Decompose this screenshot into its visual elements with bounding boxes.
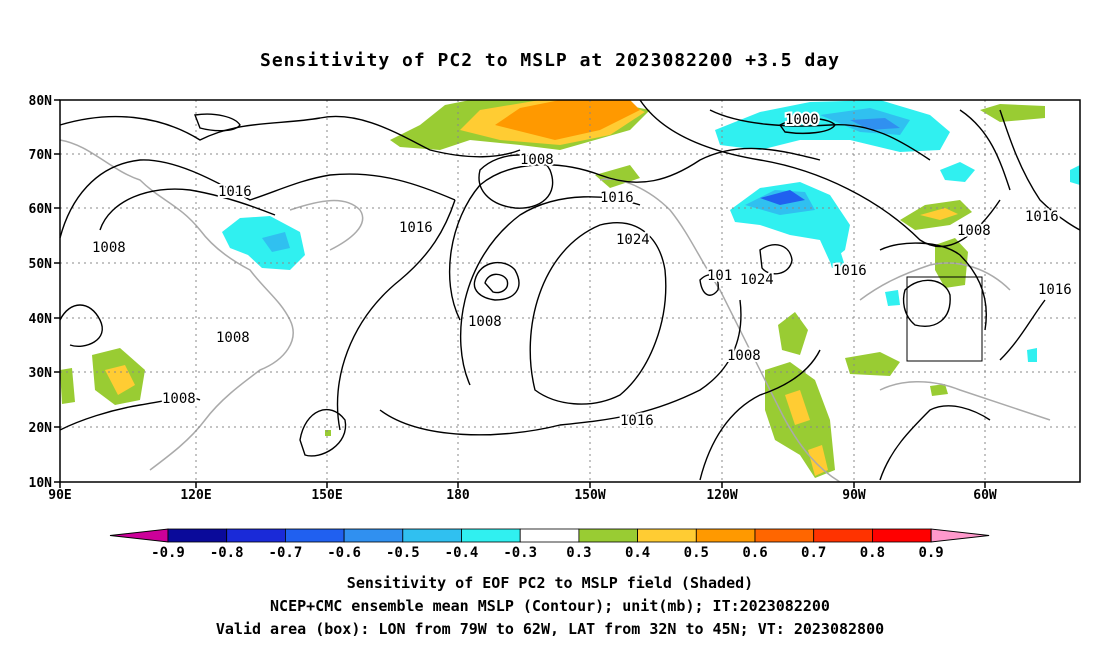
colorbar-tick-label: 0.8 — [860, 545, 885, 561]
shade-green-west — [60, 368, 75, 404]
tick-marks — [54, 99, 986, 488]
graticule — [60, 100, 1080, 482]
colorbar-swatch — [872, 528, 932, 543]
colorbar-swatch — [813, 528, 873, 543]
contour-label: 1008 — [957, 223, 991, 239]
mslp-contours — [59, 99, 1081, 481]
contour-label: 1016 — [218, 184, 252, 200]
lat-label: 10N — [29, 476, 53, 491]
lat-label: 20N — [29, 421, 53, 436]
shade-cyan-east — [1070, 165, 1080, 185]
contour-label: 1016 — [1025, 209, 1059, 225]
shade-yellow-labrador — [920, 208, 958, 220]
shade-green-small — [325, 430, 331, 436]
shade-orange-arctic — [495, 100, 640, 140]
colorbar-tick-label: -0.8 — [210, 545, 244, 561]
shade-yellow-mexico — [785, 390, 810, 425]
colorbar-swatch — [284, 528, 345, 543]
caption-line-2: NCEP+CMC ensemble mean MSLP (Contour); u… — [270, 597, 830, 615]
shade-cyan-greenland — [940, 162, 975, 182]
contour-label: 1008 — [216, 330, 250, 346]
lon-label: 150W — [574, 488, 605, 503]
contour-label: 1008 — [162, 391, 196, 407]
lon-label: 90W — [842, 488, 866, 503]
shade-green-northatl — [980, 104, 1045, 122]
contour-label: 1024 — [616, 232, 650, 248]
lat-label: 70N — [29, 148, 53, 163]
colorbar-tick-label: -0.7 — [269, 545, 303, 561]
colorbar-tick-label: 0.6 — [742, 545, 767, 561]
lat-label: 40N — [29, 312, 53, 327]
lon-label: 90E — [48, 488, 71, 503]
map-frame — [59, 99, 1081, 483]
caption-line-3: Valid area (box): LON from 79W to 62W, L… — [215, 620, 885, 638]
lon-label: 150E — [311, 488, 342, 503]
contour-label-partial: 101 — [707, 268, 732, 284]
contour-label: 1016 — [1038, 282, 1072, 298]
colorbar-tick-label: -0.5 — [386, 545, 420, 561]
shade-green-gulf — [845, 352, 900, 376]
lat-label: 60N — [29, 202, 53, 217]
lat-label: 80N — [29, 94, 53, 109]
shade-darkblue-arctic — [850, 118, 900, 130]
shade-cyan-asia — [222, 216, 305, 270]
shade-cyan-arctic — [715, 100, 950, 152]
shade-green-carib — [930, 384, 948, 396]
colorbar-swatch — [519, 528, 580, 543]
caption-line-1: Sensitivity of EOF PC2 to MSLP field (Sh… — [346, 574, 754, 592]
colorbar-tick-label: -0.9 — [151, 545, 185, 561]
colorbar-tick-label: -0.6 — [327, 545, 361, 561]
colorbar-swatch — [637, 528, 697, 543]
shade-cyan-small1 — [885, 290, 900, 306]
colorbar-tick-label: 0.7 — [801, 545, 826, 561]
lon-label: 60W — [973, 488, 997, 503]
contour-label: 1016 — [620, 413, 654, 429]
contour-label: 1008 — [520, 152, 554, 168]
contour-label: 1016 — [399, 220, 433, 236]
colorbar-tick-label: 0.5 — [684, 545, 709, 561]
lat-labels: 80N 70N 60N 50N 40N 30N 20N 10N — [29, 94, 53, 491]
lon-label: 180 — [446, 488, 470, 503]
colorbar-swatch — [402, 528, 462, 543]
shade-darkblue-canada — [760, 190, 805, 205]
colorbar: -0.9 -0.8 -0.7 -0.6 -0.5 -0.4 -0.3 0.3 0.4 0.5 0.6… — [109, 528, 990, 561]
colorbar-tick-label: -0.4 — [445, 545, 479, 561]
colorbar-swatch — [695, 528, 756, 543]
shade-yellow-cam — [808, 445, 828, 476]
lon-labels: 90E 120E 150E 180 150W 120W 90W 60W — [48, 488, 997, 503]
lat-label: 50N — [29, 257, 53, 272]
contour-label: 1016 — [600, 190, 634, 206]
lat-label: 30N — [29, 366, 53, 381]
contour-label: 1008 — [727, 348, 761, 364]
lon-label: 120W — [706, 488, 737, 503]
shade-green-alaska — [595, 165, 640, 188]
colorbar-swatch — [461, 528, 521, 543]
coastline-layer — [59, 139, 1051, 483]
colorbar-swatch — [226, 528, 286, 543]
contour-label: 1000 — [785, 112, 819, 128]
colorbar-end-high — [930, 528, 990, 543]
colorbar-swatch — [343, 528, 404, 543]
colorbar-tick-label: -0.3 — [503, 545, 537, 561]
colorbar-swatch — [754, 528, 815, 543]
colorbar-tick-label: 0.4 — [625, 545, 650, 561]
colorbar-swatch — [167, 528, 228, 543]
shade-blue-asia — [262, 232, 290, 252]
lon-label: 120E — [180, 488, 211, 503]
contour-label: 1016 — [833, 263, 867, 279]
shading-layer — [60, 100, 1080, 478]
contour-label: 1024 — [740, 272, 774, 288]
plot-title: Sensitivity of PC2 to MSLP at 2023082200… — [259, 50, 840, 71]
shade-green-mexico1 — [778, 312, 808, 355]
contour-label: 1008 — [468, 314, 502, 330]
contour-label-group: 1000 1008 1016 1016 1016 1024 1008 1008 … — [90, 110, 1074, 431]
colorbar-swatch — [578, 528, 639, 543]
colorbar-tick-label: 0.3 — [566, 545, 591, 561]
colorbar-end-low — [109, 528, 169, 543]
valid-area-box — [906, 276, 983, 362]
shade-cyan-small2 — [1027, 348, 1037, 362]
colorbar-tick-label: 0.9 — [918, 545, 943, 561]
contour-label: 1008 — [92, 240, 126, 256]
